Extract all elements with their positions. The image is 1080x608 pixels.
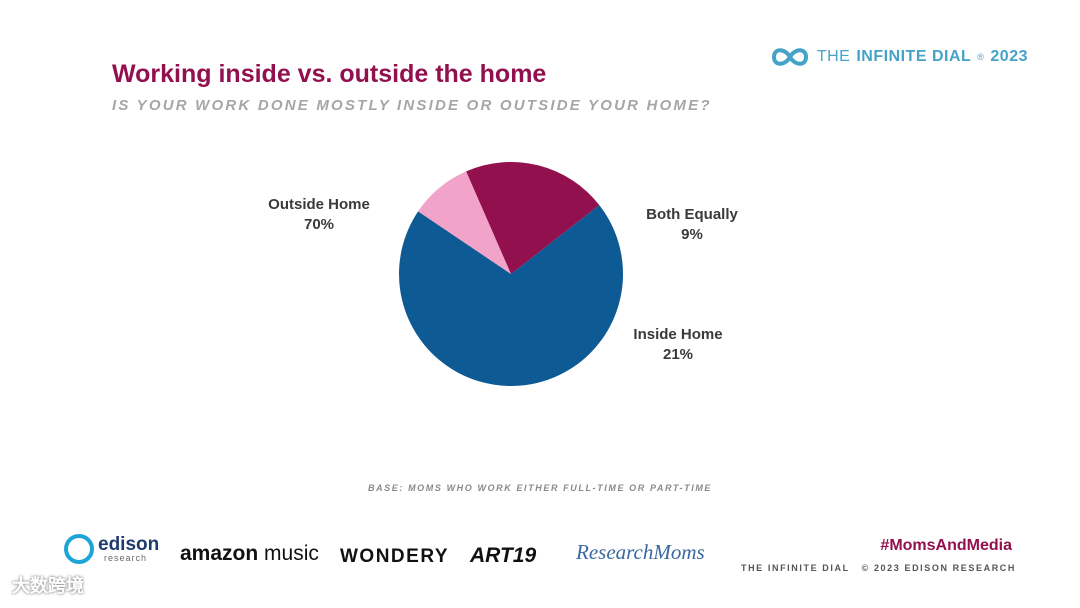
pie-slice-inside-home	[466, 162, 600, 274]
research-moms-logo: ResearchMoms	[576, 540, 705, 564]
slice-label-outside-home: Outside Home 70%	[268, 195, 370, 235]
edison-logo: edison research	[64, 534, 159, 564]
brand-year: 2023	[990, 48, 1028, 65]
slice-label-both-equally: Both Equally 9%	[646, 205, 738, 245]
footer: THE INFINITE DIAL © 2023 EDISON RESEARCH	[733, 563, 1016, 573]
brand-prefix: THE	[816, 48, 851, 65]
pie-slice-both-equally	[418, 171, 511, 274]
wondery-logo: WONDERY	[340, 546, 450, 567]
infinity-icon	[771, 48, 808, 66]
slice-label-value: 70%	[303, 216, 335, 233]
chart-subtitle: IS YOUR WORK DONE MOSTLY INSIDE OR OUTSI…	[112, 97, 712, 114]
edison-mark-icon	[64, 534, 94, 564]
slice-label-inside-home: Inside Home 21%	[633, 325, 722, 365]
slice-label-name: Outside Home	[268, 196, 370, 213]
watermark: 大数跨境	[12, 576, 84, 596]
brand-name: INFINITE DIAL	[856, 48, 972, 65]
footer-copyright: © 2023 EDISON RESEARCH	[861, 563, 1016, 573]
brand-logo: THE INFINITE DIAL ® 2023	[769, 44, 1028, 70]
hashtag: #MomsAndMedia	[880, 537, 1012, 554]
chart-title: Working inside vs. outside the home	[112, 60, 547, 88]
slice-label-value: 9%	[681, 226, 703, 243]
pie-slice-outside-home	[399, 205, 624, 387]
slice-label-value: 21%	[662, 346, 694, 363]
brand-registered-mark: ®	[977, 52, 985, 62]
slice-label-name: Inside Home	[633, 326, 723, 343]
footer-left: THE INFINITE DIAL	[740, 563, 850, 573]
slice-label-name: Both Equally	[646, 206, 738, 223]
art19-logo: ART19	[470, 544, 537, 567]
edison-logo-text: edison	[98, 534, 160, 555]
music-logo-text: music	[264, 542, 319, 565]
base-note: BASE: MOMS WHO WORK EITHER FULL-TIME OR …	[367, 483, 713, 493]
amazon-music-logo: amazon music	[180, 542, 319, 566]
edison-logo-subtext: research	[104, 553, 148, 563]
amazon-logo-text: amazon	[180, 542, 259, 565]
sponsor-logos: edison research amazon music WONDERY ART…	[0, 528, 1080, 588]
